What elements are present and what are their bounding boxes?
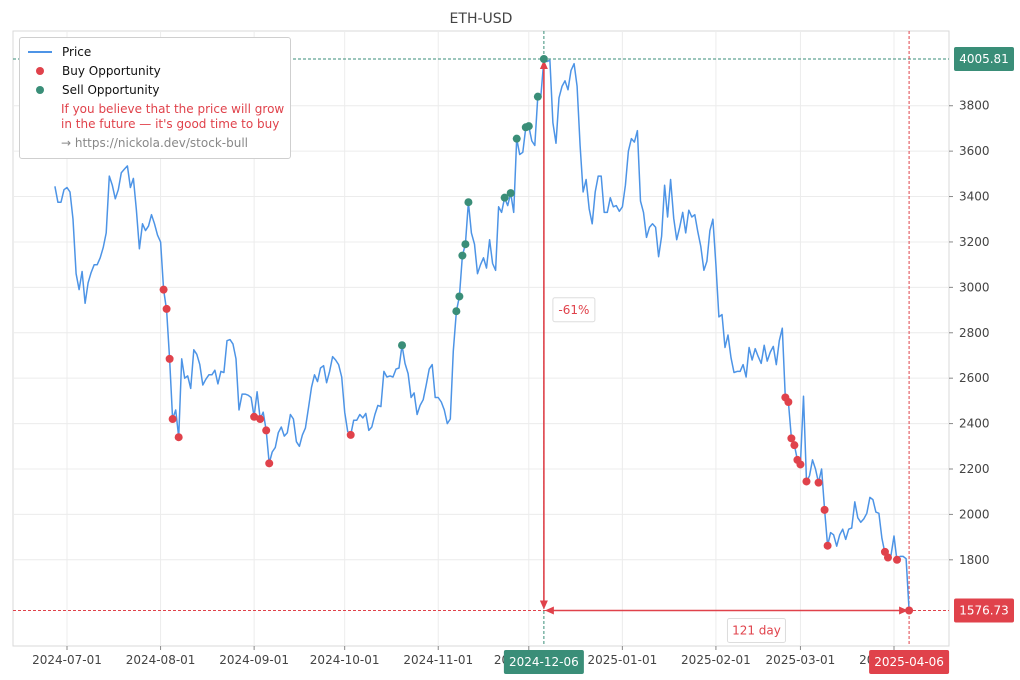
drop-percent-label: -61% xyxy=(552,297,596,323)
buy-opportunity-point xyxy=(787,434,796,443)
y-tick-label: 2400 xyxy=(959,417,990,431)
legend-line-marker xyxy=(28,51,52,53)
buy-opportunity-point xyxy=(174,433,183,442)
buy-opportunity-point xyxy=(814,478,823,487)
buy-opportunity-point xyxy=(165,354,174,363)
x-tick-label: 2024-08-01 xyxy=(126,653,196,667)
legend-item-sell: Sell Opportunity xyxy=(28,81,160,99)
x-tick-label: 2025-02-01 xyxy=(681,653,751,667)
drop-percent-label-text: -61% xyxy=(558,303,589,317)
buy-opportunity-point xyxy=(893,555,902,564)
max-price-label: 4005.81 xyxy=(954,47,1014,71)
max-price-label-text: 4005.81 xyxy=(959,52,1009,66)
y-tick-label: 3000 xyxy=(959,280,990,294)
sell-opportunity-point xyxy=(512,134,521,143)
y-tick-label: 3600 xyxy=(959,144,990,158)
buy-opportunity-point xyxy=(262,426,271,435)
max-date-label-text: 2024-12-06 xyxy=(509,655,579,669)
x-tick-label: 2025-03-01 xyxy=(766,653,836,667)
max-price-label-bg xyxy=(954,47,1014,71)
min-price-label-text: 1576.73 xyxy=(959,604,1009,618)
min-date-label-text: 2025-04-06 xyxy=(874,655,944,669)
x-tick-label: 2024-07-01 xyxy=(32,653,102,667)
min-date-label: 2025-04-06 xyxy=(869,650,950,674)
legend-label-buy: Buy Opportunity xyxy=(62,64,161,78)
legend-note-line2: in the future — it's good time to buy xyxy=(61,117,280,131)
price-series-line xyxy=(54,58,910,611)
buy-opportunity-point xyxy=(265,459,274,468)
legend-link[interactable]: → https://nickola.dev/stock-bull xyxy=(61,136,248,150)
duration-label: 121 day xyxy=(726,618,786,643)
duration-label-text: 121 day xyxy=(732,624,781,638)
buy-opportunity-point xyxy=(159,285,168,294)
buy-opportunity-point xyxy=(823,541,832,550)
buy-opportunity-point xyxy=(905,606,914,615)
drop-percent-label-bg xyxy=(552,297,596,323)
buy-opportunity-point xyxy=(346,430,355,439)
sell-opportunity-point xyxy=(533,92,542,101)
x-tick-label: 2024-11-01 xyxy=(403,653,473,667)
buy-opportunity-point xyxy=(162,304,171,313)
drop-arrow-head-up xyxy=(539,60,548,69)
buy-opportunity-point xyxy=(820,505,829,514)
sell-opportunity-point xyxy=(455,292,464,301)
legend-sell-marker xyxy=(36,86,44,94)
buy-opportunity-point xyxy=(784,398,793,407)
sell-opportunity-point xyxy=(524,122,533,131)
duration-arrow-head-right xyxy=(899,606,909,615)
duration-label-bg xyxy=(726,618,786,643)
y-tick-label: 1800 xyxy=(959,553,990,567)
sell-opportunity-point xyxy=(458,251,467,260)
legend-item-price: Price xyxy=(28,43,91,61)
sell-opportunity-point xyxy=(506,189,515,198)
buy-opportunity-point xyxy=(802,477,811,486)
y-tick-label: 3200 xyxy=(959,235,990,249)
sell-opportunity-point xyxy=(464,198,473,207)
buy-opportunity-point xyxy=(883,553,892,562)
y-tick-label: 2000 xyxy=(959,507,990,521)
y-tick-label: 3800 xyxy=(959,99,990,113)
min-price-label: 1576.73 xyxy=(954,598,1014,623)
sell-opportunity-point xyxy=(500,193,509,202)
duration-arrow-head-left xyxy=(544,606,554,615)
legend: Price Buy Opportunity Sell Opportunity I… xyxy=(19,37,291,159)
sell-opportunity-point xyxy=(452,307,461,316)
x-tick-label: 2024-09-01 xyxy=(219,653,289,667)
drop-arrow-head-down xyxy=(539,600,548,610)
legend-note-line1: If you believe that the price will grow xyxy=(61,102,285,116)
legend-label-price: Price xyxy=(62,45,92,59)
max-date-label-bg xyxy=(503,650,584,674)
min-price-label-bg xyxy=(954,598,1014,623)
y-tick-label: 3400 xyxy=(959,190,990,204)
max-date-label: 2024-12-06 xyxy=(503,650,584,674)
min-date-label-bg xyxy=(869,650,950,674)
y-tick-label: 2200 xyxy=(959,462,990,476)
legend-item-buy: Buy Opportunity xyxy=(28,62,161,80)
buy-opportunity-point xyxy=(796,460,805,469)
buy-opportunity-point xyxy=(250,412,259,421)
sell-opportunity-point xyxy=(539,55,548,63)
legend-buy-marker xyxy=(36,67,44,75)
buy-opportunity-point xyxy=(256,415,265,424)
legend-label-sell: Sell Opportunity xyxy=(62,83,160,97)
buy-opportunity-point xyxy=(790,441,799,450)
y-tick-label: 2600 xyxy=(959,371,990,385)
buy-opportunity-point xyxy=(168,415,177,424)
chart-title: ETH-USD xyxy=(449,11,513,27)
x-tick-label: 2024-10-01 xyxy=(310,653,380,667)
y-tick-label: 2800 xyxy=(959,326,990,340)
x-tick-label: 2025-01-01 xyxy=(587,653,657,667)
sell-opportunity-point xyxy=(461,240,470,249)
sell-opportunity-point xyxy=(398,341,407,350)
